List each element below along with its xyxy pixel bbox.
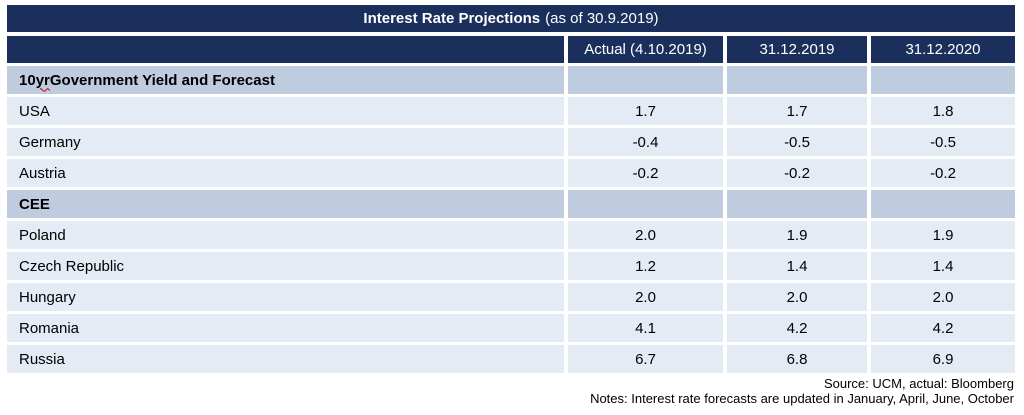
value-2020: -0.5 [871,128,1015,156]
empty-cell [727,66,867,94]
section-label-squiggled-word: yr [35,71,50,89]
section-row-cee: CEE [7,190,1015,218]
value-actual: 6.7 [568,345,723,373]
value-actual: 1.7 [568,97,723,125]
table-row-austria: Austria -0.2 -0.2 -0.2 [7,159,1015,187]
value-2020: 4.2 [871,314,1015,342]
value-2020: 1.4 [871,252,1015,280]
value-2019: 4.2 [727,314,867,342]
table-row-czech-republic: Czech Republic 1.2 1.4 1.4 [7,252,1015,280]
section-label-prefix: 10 [19,71,36,89]
value-2020: -0.2 [871,159,1015,187]
value-actual: 4.1 [568,314,723,342]
row-label: Germany [7,128,564,156]
column-header-2019: 31.12.2019 [727,36,867,63]
value-actual: 2.0 [568,283,723,311]
value-actual: 1.2 [568,252,723,280]
row-label: Czech Republic [7,252,564,280]
empty-cell [568,66,723,94]
table-row-hungary: Hungary 2.0 2.0 2.0 [7,283,1015,311]
row-label: Russia [7,345,564,373]
value-2019: 1.7 [727,97,867,125]
row-label: Poland [7,221,564,249]
source-note: Source: UCM, actual: Bloomberg [823,376,1014,391]
table-row-russia: Russia 6.7 6.8 6.9 [7,345,1015,373]
table-title: Interest Rate Projections [363,10,541,27]
value-2019: 6.8 [727,345,867,373]
value-2020: 6.9 [871,345,1015,373]
empty-cell [568,190,723,218]
table-row-germany: Germany -0.4 -0.5 -0.5 [7,128,1015,156]
value-2020: 2.0 [871,283,1015,311]
table-title-bar: Interest Rate Projections (as of 30.9.20… [7,5,1015,32]
empty-cell [727,190,867,218]
section-label: 10 yr Government Yield and Forecast [7,66,564,94]
value-2020: 1.9 [871,221,1015,249]
section-row-10yr: 10 yr Government Yield and Forecast [7,66,1015,94]
column-header-2020: 31.12.2020 [871,36,1015,63]
section-label-suffix: Government Yield and Forecast [49,71,275,89]
column-header-row: Actual (4.10.2019) 31.12.2019 31.12.2020 [7,36,1015,63]
empty-cell [871,66,1015,94]
column-header-empty [7,36,564,63]
interest-rate-projections-table: Interest Rate Projections (as of 30.9.20… [7,5,1015,406]
value-actual: -0.2 [568,159,723,187]
table-title-date: (as of 30.9.2019) [545,10,659,27]
value-2019: 2.0 [727,283,867,311]
row-label: Hungary [7,283,564,311]
value-actual: 2.0 [568,221,723,249]
table-row-usa: USA 1.7 1.7 1.8 [7,97,1015,125]
row-label: Austria [7,159,564,187]
row-label: Romania [7,314,564,342]
row-label: USA [7,97,564,125]
table-row-poland: Poland 2.0 1.9 1.9 [7,221,1015,249]
update-note: Notes: Interest rate forecasts are updat… [590,391,1014,406]
table-row-romania: Romania 4.1 4.2 4.2 [7,314,1015,342]
table-footer: Source: UCM, actual: Bloomberg Notes: In… [7,376,1015,406]
value-2019: 1.9 [727,221,867,249]
empty-cell [871,190,1015,218]
value-2019: -0.2 [727,159,867,187]
value-2019: -0.5 [727,128,867,156]
section-label: CEE [7,190,564,218]
value-actual: -0.4 [568,128,723,156]
value-2020: 1.8 [871,97,1015,125]
value-2019: 1.4 [727,252,867,280]
column-header-actual: Actual (4.10.2019) [568,36,723,63]
